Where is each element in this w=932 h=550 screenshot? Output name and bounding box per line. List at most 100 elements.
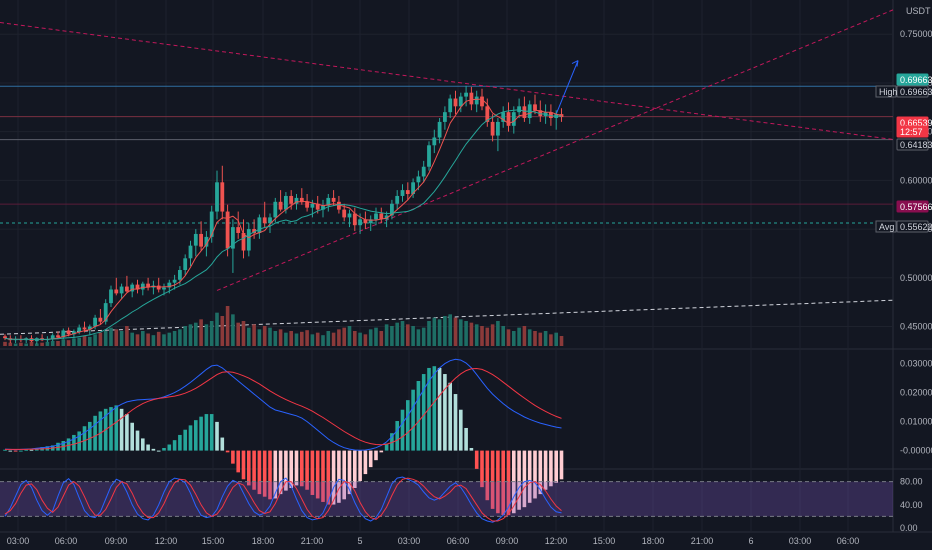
volume-bar <box>45 341 50 346</box>
macd-histogram-bar <box>88 421 92 451</box>
volume-bar <box>273 331 278 346</box>
macd-histogram-bar <box>517 450 521 510</box>
volume-bar <box>204 324 209 346</box>
candle-body <box>453 98 458 107</box>
macd-line <box>4 358 562 451</box>
macd-histogram-bar <box>141 438 145 451</box>
price-tag-level-value: 0.64183 <box>900 140 932 150</box>
candle-body <box>140 283 145 290</box>
volume-bar <box>390 326 394 346</box>
macd-histogram-bar <box>384 443 389 451</box>
volume-bar <box>66 340 71 346</box>
candle-body <box>411 182 415 195</box>
volume-bar <box>353 331 357 346</box>
candle-body <box>549 112 553 119</box>
macd-histogram-bar <box>363 450 368 475</box>
volume-bar <box>480 326 484 346</box>
macd-histogram-bar <box>8 450 13 452</box>
candle-body <box>299 197 304 202</box>
time-tick-label: 21:00 <box>691 536 714 546</box>
candle-body <box>273 201 278 218</box>
macd-histogram-bar <box>13 450 18 452</box>
volume-histogram <box>3 306 564 346</box>
volume-bar <box>379 331 384 346</box>
macd-histogram-bar <box>278 450 283 495</box>
volume-bar <box>284 332 288 346</box>
candle-body <box>252 229 256 233</box>
time-tick-label: 12:00 <box>155 536 178 546</box>
candle-body <box>337 201 341 210</box>
candle-body <box>506 112 511 126</box>
volume-bar <box>141 331 145 346</box>
volume-bar <box>19 342 23 346</box>
macd-histogram-bar <box>506 450 511 515</box>
macd-histogram-bar <box>151 448 156 451</box>
candle-body <box>416 176 421 183</box>
price-tag-high-value: 0.69663 <box>900 75 932 85</box>
macd-histogram-bar <box>374 450 378 461</box>
candle-body <box>480 96 484 107</box>
macd-histogram-bar <box>125 414 129 451</box>
candle-body <box>220 182 225 212</box>
candle-body <box>66 330 71 335</box>
candle-body <box>114 289 119 294</box>
candle-body <box>82 327 87 330</box>
candle-body <box>193 233 198 246</box>
macd-histogram-bar <box>19 450 23 452</box>
price-tag-high-line-value: 0.69663 <box>900 87 932 97</box>
candle-body <box>50 335 55 340</box>
price-tag-high <box>896 73 929 86</box>
time-tick-label: 6 <box>748 536 753 546</box>
macd-histogram-bar <box>294 450 299 486</box>
macd-histogram-bar <box>209 414 214 451</box>
macd-histogram-bar <box>172 440 177 451</box>
stoch-band <box>0 481 893 517</box>
macd-histogram-bar <box>379 450 384 453</box>
candle-body <box>204 236 209 247</box>
macd-histogram-bar <box>527 450 532 503</box>
macd-histogram-bar <box>284 450 288 491</box>
macd-histogram-bar <box>114 405 119 451</box>
volume-bar <box>416 329 421 346</box>
macd-histogram-bar <box>156 450 161 452</box>
time-tick-label: 18:00 <box>642 536 665 546</box>
macd-histogram-bar <box>559 450 564 480</box>
time-axis: 03:00 06:00 09:00 12:00 15:00 18:00 21:00 5 03:0… <box>7 536 860 546</box>
macd-histogram-bar <box>56 442 60 451</box>
volume-bar <box>172 331 177 346</box>
volume-bar <box>289 331 293 346</box>
time-tick-label: 21:00 <box>301 536 324 546</box>
volume-bar <box>209 321 214 346</box>
volume-bar <box>119 331 124 346</box>
price-tag-avg-value: 0.55622 <box>900 222 932 232</box>
macd-histogram-bar <box>262 450 267 497</box>
time-tick-label: 12:00 <box>545 536 568 546</box>
volume-bar <box>56 341 60 346</box>
time-tick-label: 06:00 <box>837 536 860 546</box>
volume-bar <box>268 327 272 346</box>
volume-bar <box>247 327 251 346</box>
volume-bar <box>512 331 516 346</box>
avg-label: Avg <box>879 222 894 232</box>
candle-body <box>443 112 447 122</box>
volume-bar <box>156 331 161 346</box>
macd-histogram-bar <box>315 450 320 499</box>
macd-histogram-bar <box>199 416 203 451</box>
candle-body <box>289 195 294 204</box>
volume-bar <box>459 319 463 346</box>
candle-body <box>331 197 336 202</box>
price-tag-pink-value: 0.57566 <box>900 202 932 212</box>
macd-histogram-bar <box>321 450 325 502</box>
time-tick-label: 15:00 <box>593 536 616 546</box>
volume-bar <box>178 329 182 346</box>
candle-body <box>511 112 516 126</box>
candle-body <box>231 227 235 249</box>
volume-bar <box>220 316 225 346</box>
macd-histogram-bar <box>24 449 28 451</box>
macd-histogram-bar <box>400 409 405 451</box>
projection-arrow-head <box>571 60 579 67</box>
macd-tick-label: -0.00000 <box>900 446 932 456</box>
volume-bar <box>374 327 378 346</box>
